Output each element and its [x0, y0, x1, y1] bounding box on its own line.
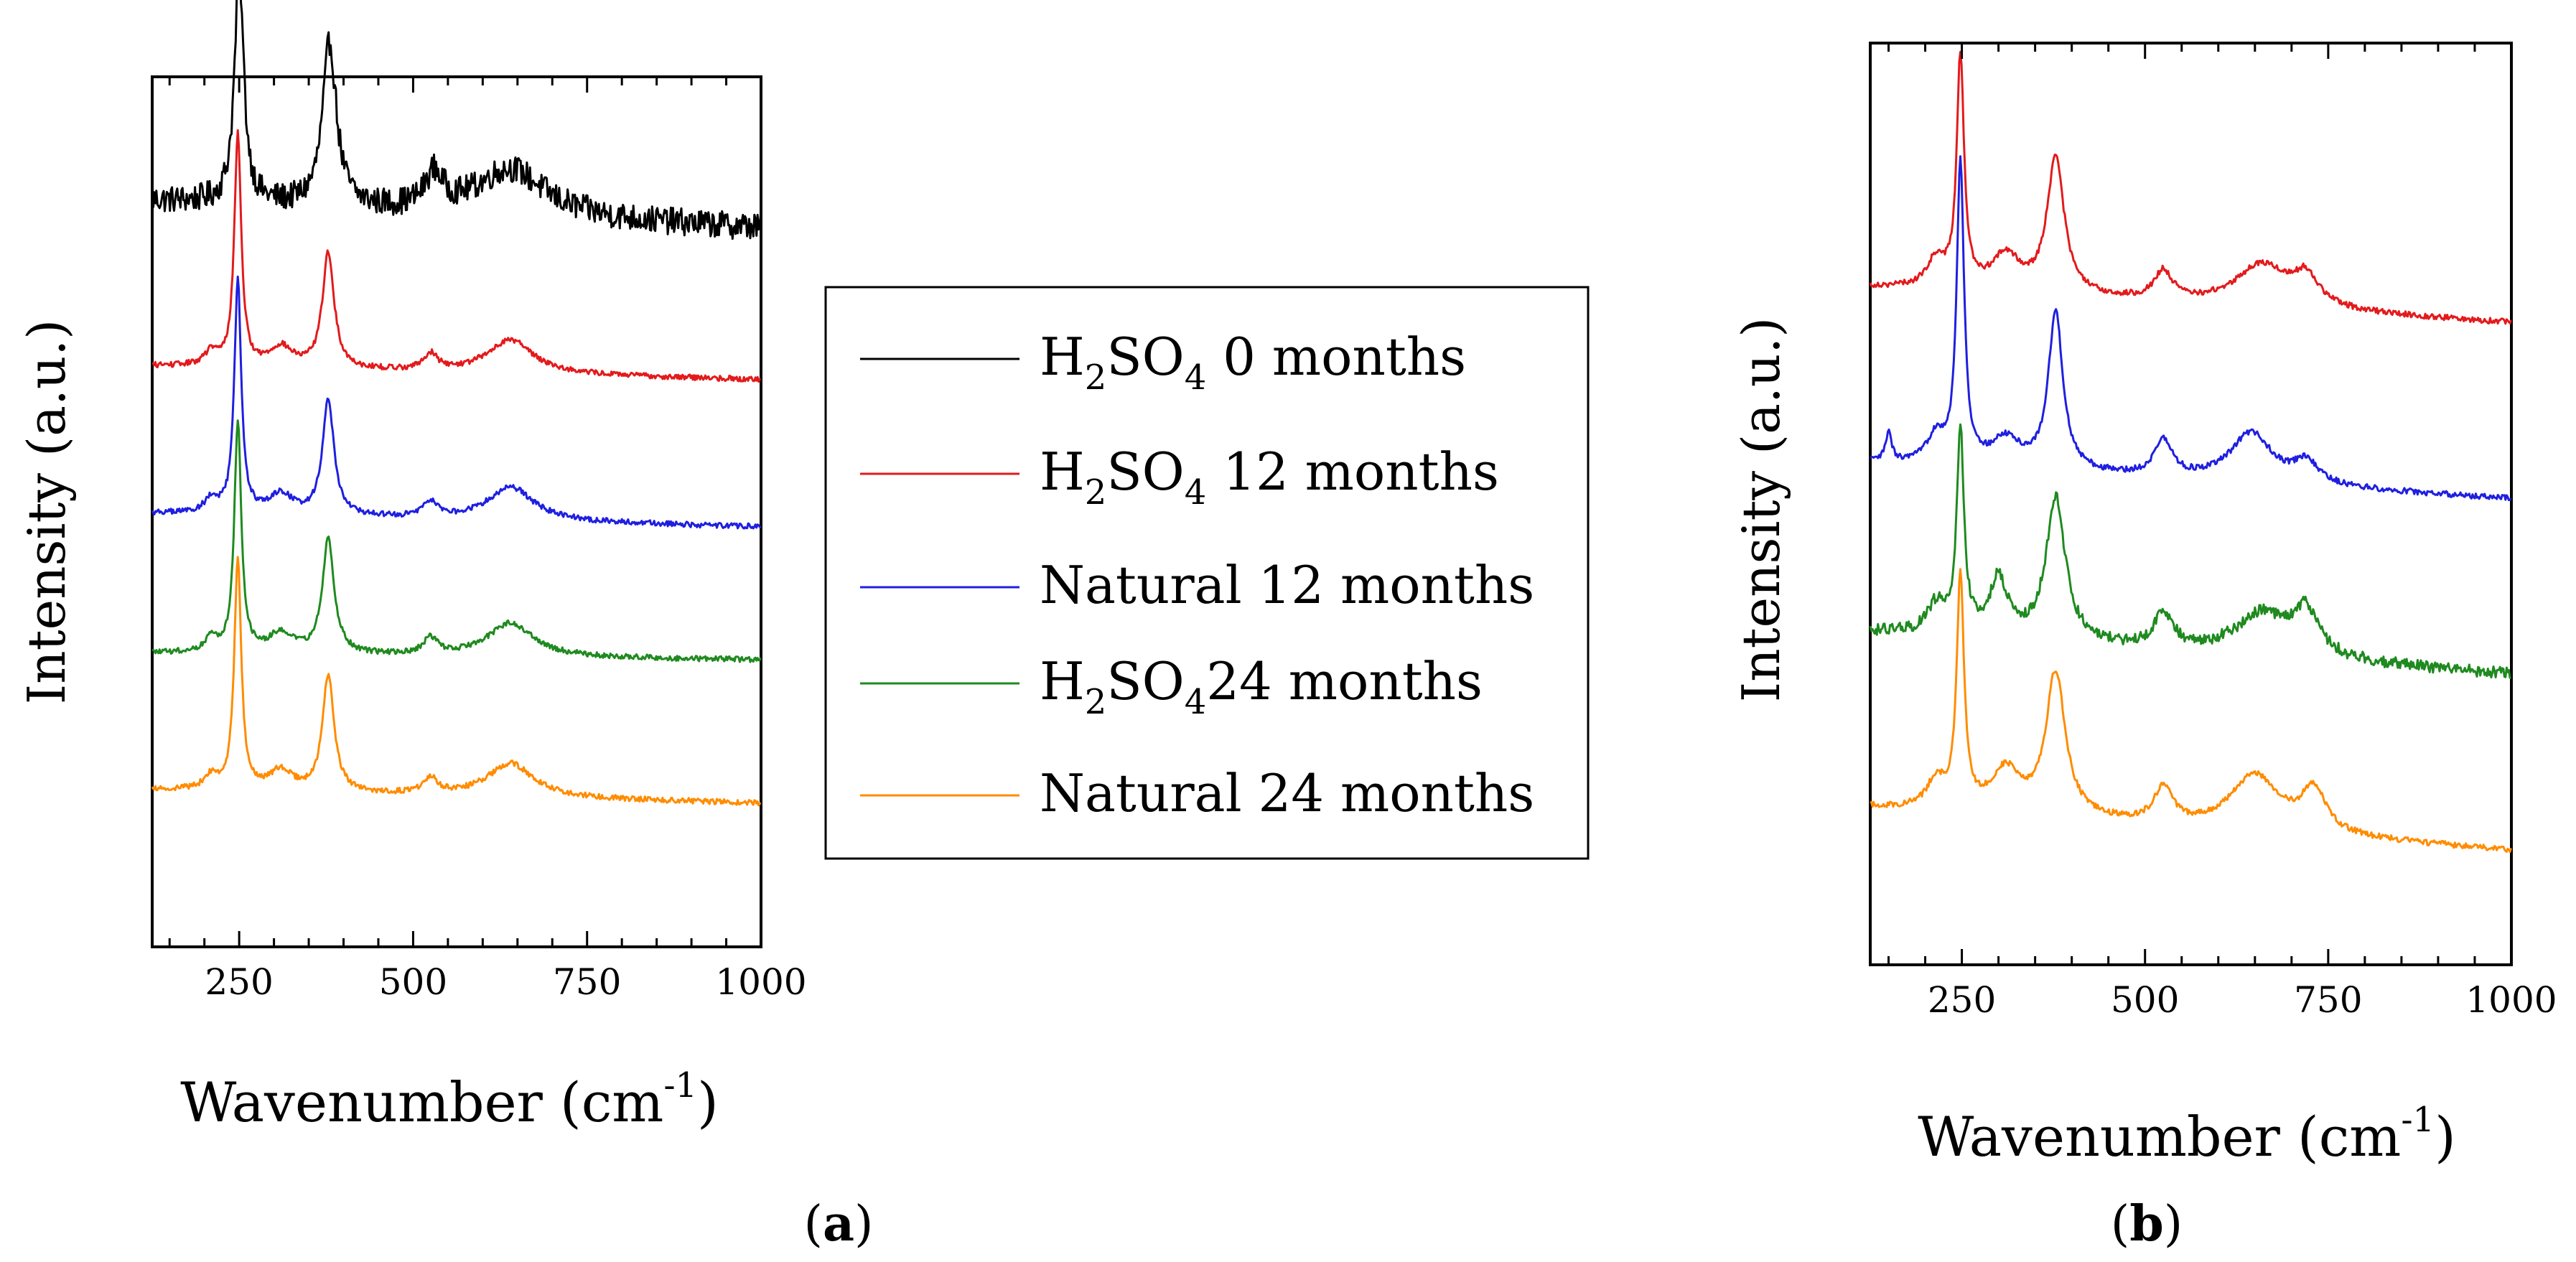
panel-a-ylabel: Intensity (a.u.) — [17, 319, 77, 704]
legend-entry-h2so4-0: H2SO4 0 months — [860, 327, 1466, 398]
legend-entry-label: H2SO4 12 months — [1040, 441, 1499, 513]
panel-b-label: (b) — [2111, 1195, 2183, 1253]
series-line-a-0 — [151, 0, 762, 240]
panel-b-ylabel: Intensity (a.u.) — [1731, 317, 1791, 702]
series-line-b-2 — [1869, 423, 2512, 680]
panel-a-xlabel: Wavenumber (cm-1) — [180, 1065, 719, 1134]
panel-b-ylabel-text: Intensity (a.u.) — [1731, 317, 1791, 702]
legend-entry-label: Natural 24 months — [1040, 763, 1534, 823]
panel-a-x-axis: 250 500 750 1000 — [168, 77, 807, 1003]
panel-a-traces — [151, 0, 762, 807]
legend-entry-natural-24: Natural 24 months — [860, 763, 1534, 823]
series-line-a-2 — [151, 275, 762, 530]
x-tick-label: 500 — [2111, 979, 2179, 1021]
legend-entry-natural-12: Natural 12 months — [860, 555, 1534, 615]
series-line-a-3 — [151, 419, 762, 663]
x-tick-label: 750 — [553, 961, 621, 1003]
series-line-b-3 — [1870, 568, 2512, 854]
legend: H2SO4 0 months H2SO4 12 months Natural 1… — [824, 286, 1590, 860]
panel-b-plot-frame — [1869, 42, 2513, 966]
series-line-b-1 — [1870, 155, 2512, 502]
legend-entry-label: Natural 12 months — [1040, 555, 1534, 615]
panel-b-x-axis: 250 500 750 1000 — [1887, 43, 2557, 1021]
series-line-a-4 — [151, 556, 762, 807]
series-line-b-0 — [1869, 50, 2512, 325]
legend-box — [824, 286, 1590, 860]
panel-b: 250 500 750 1000 Intensity (a.u.) Wavenumbe… — [1731, 42, 2557, 1253]
legend-entry-h2so4-24: H2SO424 months — [860, 651, 1483, 722]
panel-b-xlabel: Wavenumber (cm-1) — [1918, 1100, 2456, 1169]
x-tick-label: 1000 — [2465, 979, 2557, 1021]
x-tick-label: 250 — [1928, 979, 1996, 1021]
series-line-a-1 — [151, 129, 761, 383]
panel-a-label: (a) — [803, 1195, 873, 1253]
x-tick-label: 750 — [2294, 979, 2362, 1021]
panel-b-traces — [1869, 50, 2512, 854]
panel-a: 250 500 750 1000 Intensity (a.u.) Wavenumbe… — [17, 0, 874, 1253]
panel-a-ylabel-text: Intensity (a.u.) — [17, 319, 77, 704]
legend-entry-label: H2SO4 0 months — [1040, 327, 1466, 398]
legend-entry-h2so4-12: H2SO4 12 months — [860, 441, 1499, 513]
x-tick-label: 1000 — [715, 961, 806, 1003]
x-tick-label: 250 — [205, 961, 273, 1003]
legend-entry-label: H2SO424 months — [1040, 651, 1483, 722]
x-tick-label: 500 — [379, 961, 447, 1003]
